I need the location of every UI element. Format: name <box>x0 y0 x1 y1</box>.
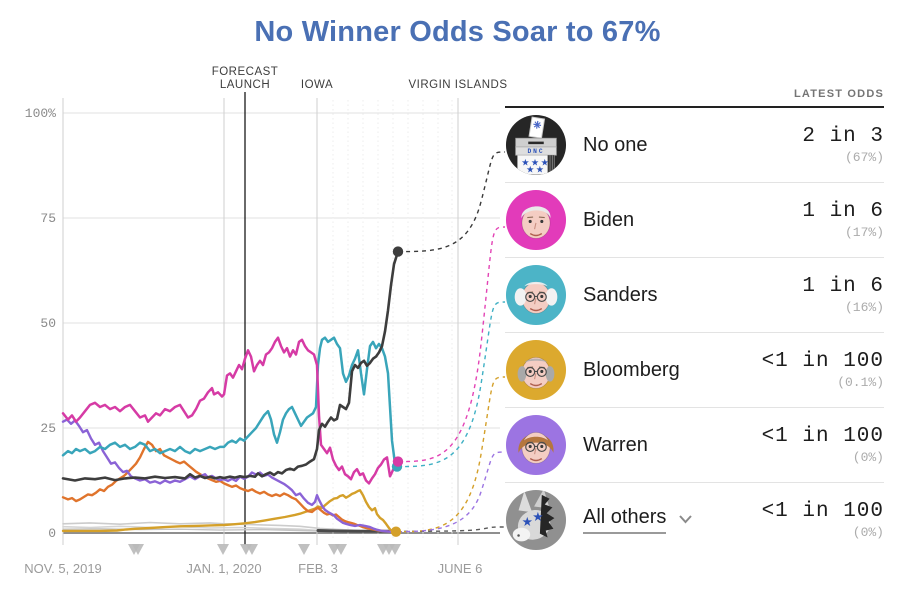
x-tick-label: FEB. 3 <box>298 561 338 576</box>
odds-value: 1 in 6 <box>802 275 884 298</box>
event-marker-triangle <box>335 544 347 555</box>
event-marker-triangle <box>298 544 310 555</box>
odds-percent: (67%) <box>844 150 884 165</box>
series-warren-line <box>61 418 392 533</box>
chart-title: No Winner Odds Soar to 67% <box>254 16 661 48</box>
candidate-name-biden: Biden <box>583 208 635 231</box>
series-sanders-line <box>61 336 399 468</box>
y-tick-label: 100% <box>25 106 56 121</box>
chevron-down-icon[interactable] <box>678 511 693 529</box>
odds-block-biden: 1 in 6 (17%) <box>802 200 884 240</box>
odds-block-sanders: 1 in 6 (16%) <box>802 275 884 315</box>
bloomberg-avatar-icon <box>505 339 567 401</box>
legend-row-bloomberg: Bloomberg <1 in 100 (0.1%) <box>505 333 884 408</box>
series-bloomberg-line <box>61 489 398 533</box>
odds-percent: (0%) <box>852 525 884 540</box>
svg-text:★: ★ <box>521 157 529 168</box>
y-tick-label: 25 <box>40 421 56 436</box>
odds-block-warren: <1 in 100 (0%) <box>762 425 884 465</box>
svg-text:★: ★ <box>526 165 534 176</box>
candidate-name-no-one: No one <box>583 133 648 156</box>
legend-row-sanders: Sanders 1 in 6 (16%) <box>505 258 884 333</box>
svg-text:★: ★ <box>541 157 549 168</box>
leader-sanders <box>396 301 506 468</box>
svg-text:★: ★ <box>531 157 539 168</box>
svg-text:DNC: DNC <box>527 148 544 155</box>
y-tick-label: 0 <box>48 526 56 541</box>
svg-text:★: ★ <box>536 165 544 176</box>
legend-row-no-one: DNC ★ ★ ★ ★ ★ No one 2 in 3 (67%) <box>505 108 884 183</box>
series-buttigieg-line <box>61 440 392 533</box>
leader-all-others <box>395 526 506 532</box>
legend-row-biden: Biden 1 in 6 (17%) <box>505 183 884 258</box>
legend-row-all-others: ★ ★ All others <1 in 100 (0%) <box>505 483 884 557</box>
annotation-label: FORECAST <box>212 66 279 78</box>
odds-block-bloomberg: <1 in 100 (0.1%) <box>762 350 884 390</box>
odds-value: <1 in 100 <box>761 425 884 448</box>
odds-block-all-others: <1 in 100 (0%) <box>762 500 884 540</box>
annotation-label: VIRGIN ISLANDS <box>408 79 507 91</box>
endpoint-dot-bloomberg <box>390 526 402 537</box>
event-marker-triangle <box>132 544 144 555</box>
endpoint-dot-biden <box>392 456 404 467</box>
svg-text:★: ★ <box>532 509 543 524</box>
annotation-label: IOWA <box>301 79 333 91</box>
endpoint-dot-no-one <box>392 246 404 257</box>
leader-biden <box>397 226 506 463</box>
no-one-avatar-icon: DNC ★ ★ ★ ★ ★ <box>505 114 567 176</box>
odds-percent: (16%) <box>844 300 884 315</box>
candidate-name-bloomberg: Bloomberg <box>583 358 680 381</box>
event-marker-triangle <box>389 544 401 555</box>
x-tick-label: NOV. 5, 2019 <box>24 561 102 576</box>
leader-bloomberg <box>395 376 506 533</box>
biden-avatar-icon <box>505 189 567 251</box>
odds-percent: (17%) <box>844 225 884 240</box>
candidate-name-all-others[interactable]: All others <box>583 506 667 534</box>
candidate-name-warren: Warren <box>583 433 648 456</box>
series-biden-line <box>61 336 400 485</box>
odds-value: <1 in 100 <box>761 500 884 523</box>
header-rule <box>505 106 884 108</box>
odds-percent: (0.1%) <box>837 375 884 390</box>
sanders-avatar-icon <box>505 264 567 326</box>
x-tick-label: JUNE 6 <box>438 561 483 576</box>
candidate-name-sanders: Sanders <box>583 283 658 306</box>
x-tick-label: JAN. 1, 2020 <box>186 561 261 576</box>
event-marker-triangle <box>246 544 258 555</box>
svg-text:★: ★ <box>522 514 533 529</box>
latest-odds-panel: LATEST ODDS DNC ★ ★ ★ ★ ★ No one 2 in 3 (67%) Bid… <box>505 88 884 557</box>
latest-odds-header: LATEST ODDS <box>794 88 884 100</box>
odds-percent: (0%) <box>852 450 884 465</box>
series-no-one-line <box>61 250 400 482</box>
odds-block-no-one: 2 in 3 (67%) <box>802 125 884 165</box>
y-tick-label: 75 <box>40 211 56 226</box>
legend-row-warren: Warren <1 in 100 (0%) <box>505 408 884 483</box>
warren-avatar-icon <box>505 414 567 476</box>
annotation-label: LAUNCH <box>220 79 270 91</box>
all-others-avatar-icon: ★ ★ <box>505 489 567 551</box>
odds-value: <1 in 100 <box>761 350 884 373</box>
leader-no-one <box>397 151 506 253</box>
event-marker-triangle <box>217 544 229 555</box>
leader-warren <box>389 451 506 533</box>
odds-value: 1 in 6 <box>802 200 884 223</box>
odds-value: 2 in 3 <box>802 125 884 148</box>
y-tick-label: 50 <box>40 316 56 331</box>
